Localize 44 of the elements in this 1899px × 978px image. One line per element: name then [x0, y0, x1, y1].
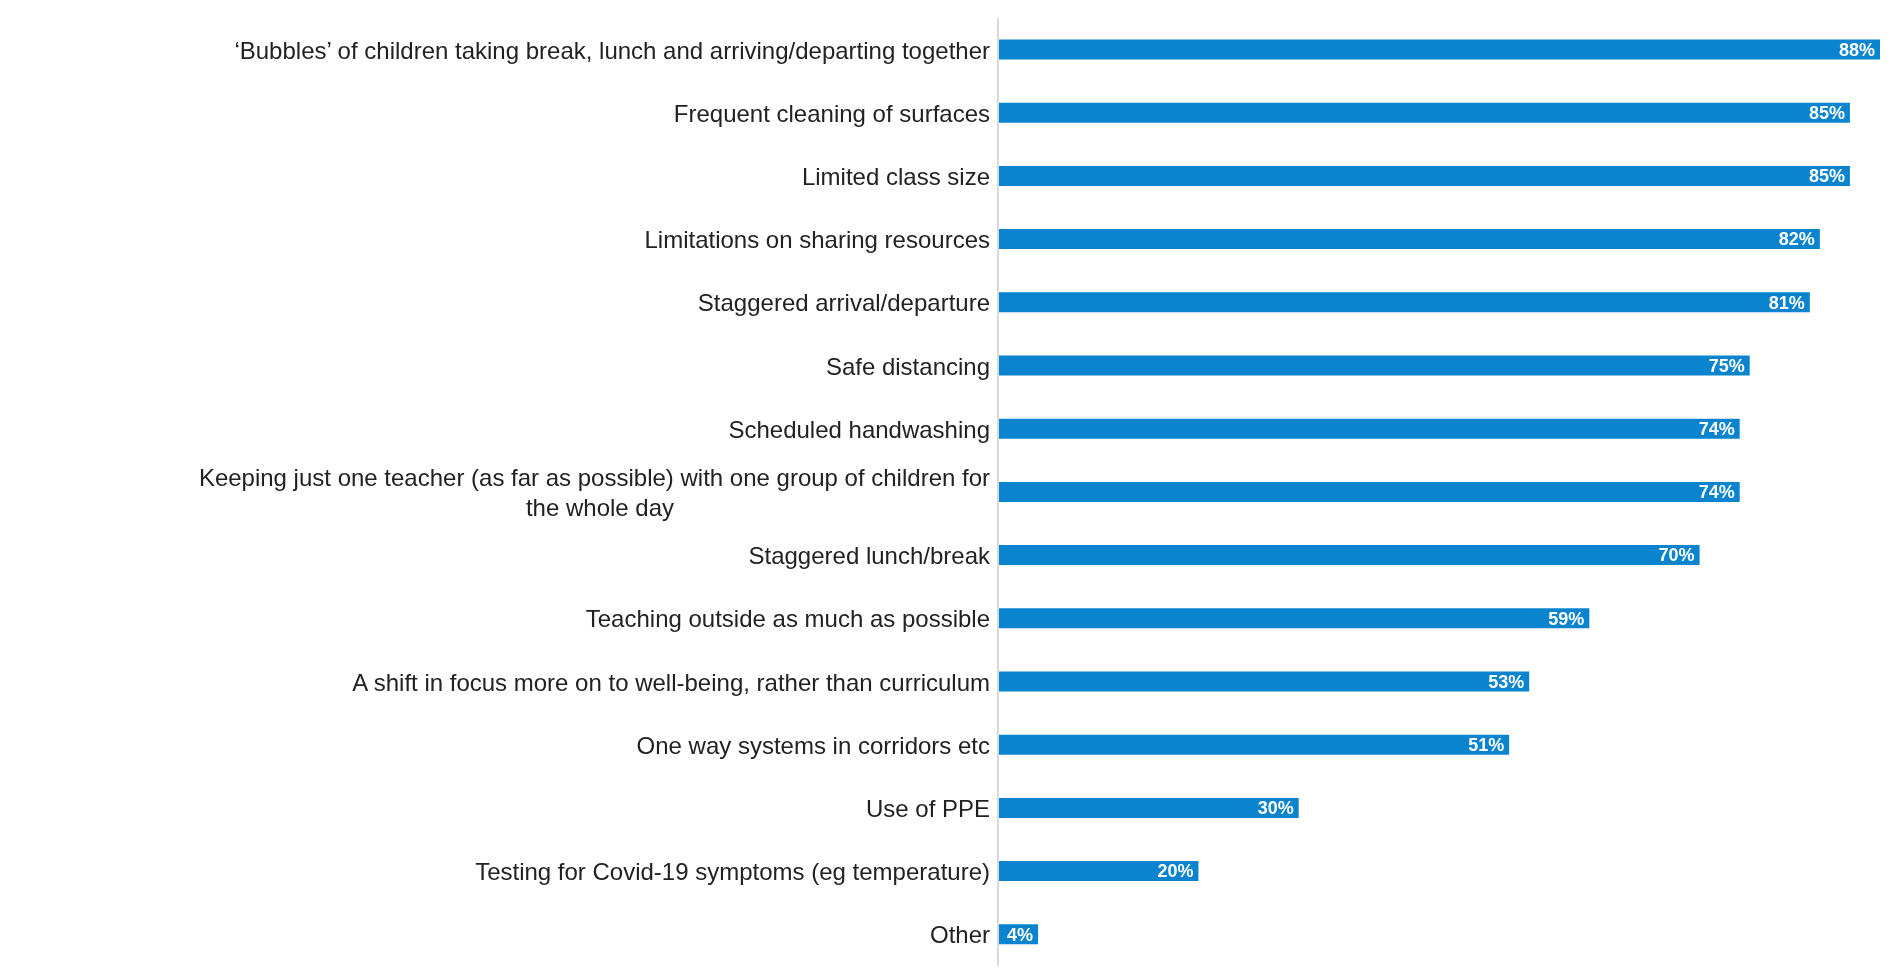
- y-tick-label: Limitations on sharing resources: [644, 225, 990, 253]
- data-label: 20%: [1157, 861, 1194, 882]
- bar: [998, 102, 1850, 123]
- bar: [998, 734, 1510, 755]
- bar: [998, 355, 1750, 376]
- data-label: 59%: [1548, 608, 1585, 629]
- bar: [998, 797, 1299, 818]
- data-label: 85%: [1808, 103, 1845, 124]
- bar: [998, 292, 1810, 313]
- y-tick-label: Use of PPE: [865, 794, 990, 822]
- y-tick-label: Safe distancing: [825, 352, 990, 380]
- bar: [998, 229, 1820, 250]
- bar: [998, 481, 1740, 502]
- y-tick-label: Teaching outside as much as possible: [585, 604, 990, 632]
- y-tick-label: Staggered arrival/departure: [697, 288, 990, 316]
- bar: [998, 608, 1590, 629]
- data-label: 74%: [1698, 482, 1735, 503]
- data-label: 53%: [1488, 671, 1525, 692]
- data-label: 51%: [1468, 735, 1505, 756]
- y-tick-label: Scheduled handwashing: [728, 415, 990, 443]
- data-label: 70%: [1658, 545, 1695, 566]
- bar: [998, 165, 1850, 186]
- y-tick-label: A shift in focus more on to well-being, rather than curriculum: [352, 668, 990, 696]
- data-label: 4%: [1007, 924, 1034, 945]
- y-tick-label: ‘Bubbles’ of children taking break, lunch and arriving/departing together: [234, 36, 991, 64]
- y-tick-label: Frequent cleaning of surfaces: [673, 99, 990, 127]
- data-label: 81%: [1768, 292, 1805, 313]
- bar: [998, 545, 1700, 566]
- bar: [998, 671, 1530, 692]
- data-label: 82%: [1778, 229, 1815, 250]
- data-label: 30%: [1257, 798, 1294, 819]
- y-tick-label: Other: [929, 920, 990, 948]
- y-tick-label: Keeping just one teacher (as far as possible) with one group of children for the whole day: [198, 463, 990, 521]
- data-label: 74%: [1698, 419, 1735, 440]
- y-tick-label: Staggered lunch/break: [748, 541, 991, 569]
- bar: [998, 39, 1880, 60]
- data-label: 85%: [1808, 166, 1845, 187]
- y-tick-label: Limited class size: [801, 162, 990, 190]
- bar: [998, 861, 1199, 882]
- data-label: 75%: [1708, 355, 1745, 376]
- bar: [998, 418, 1740, 439]
- data-label: 88%: [1838, 39, 1875, 60]
- y-tick-label: One way systems in corridors etc: [636, 731, 990, 759]
- y-tick-label: Testing for Covid-19 symptoms (eg temperature): [475, 857, 990, 885]
